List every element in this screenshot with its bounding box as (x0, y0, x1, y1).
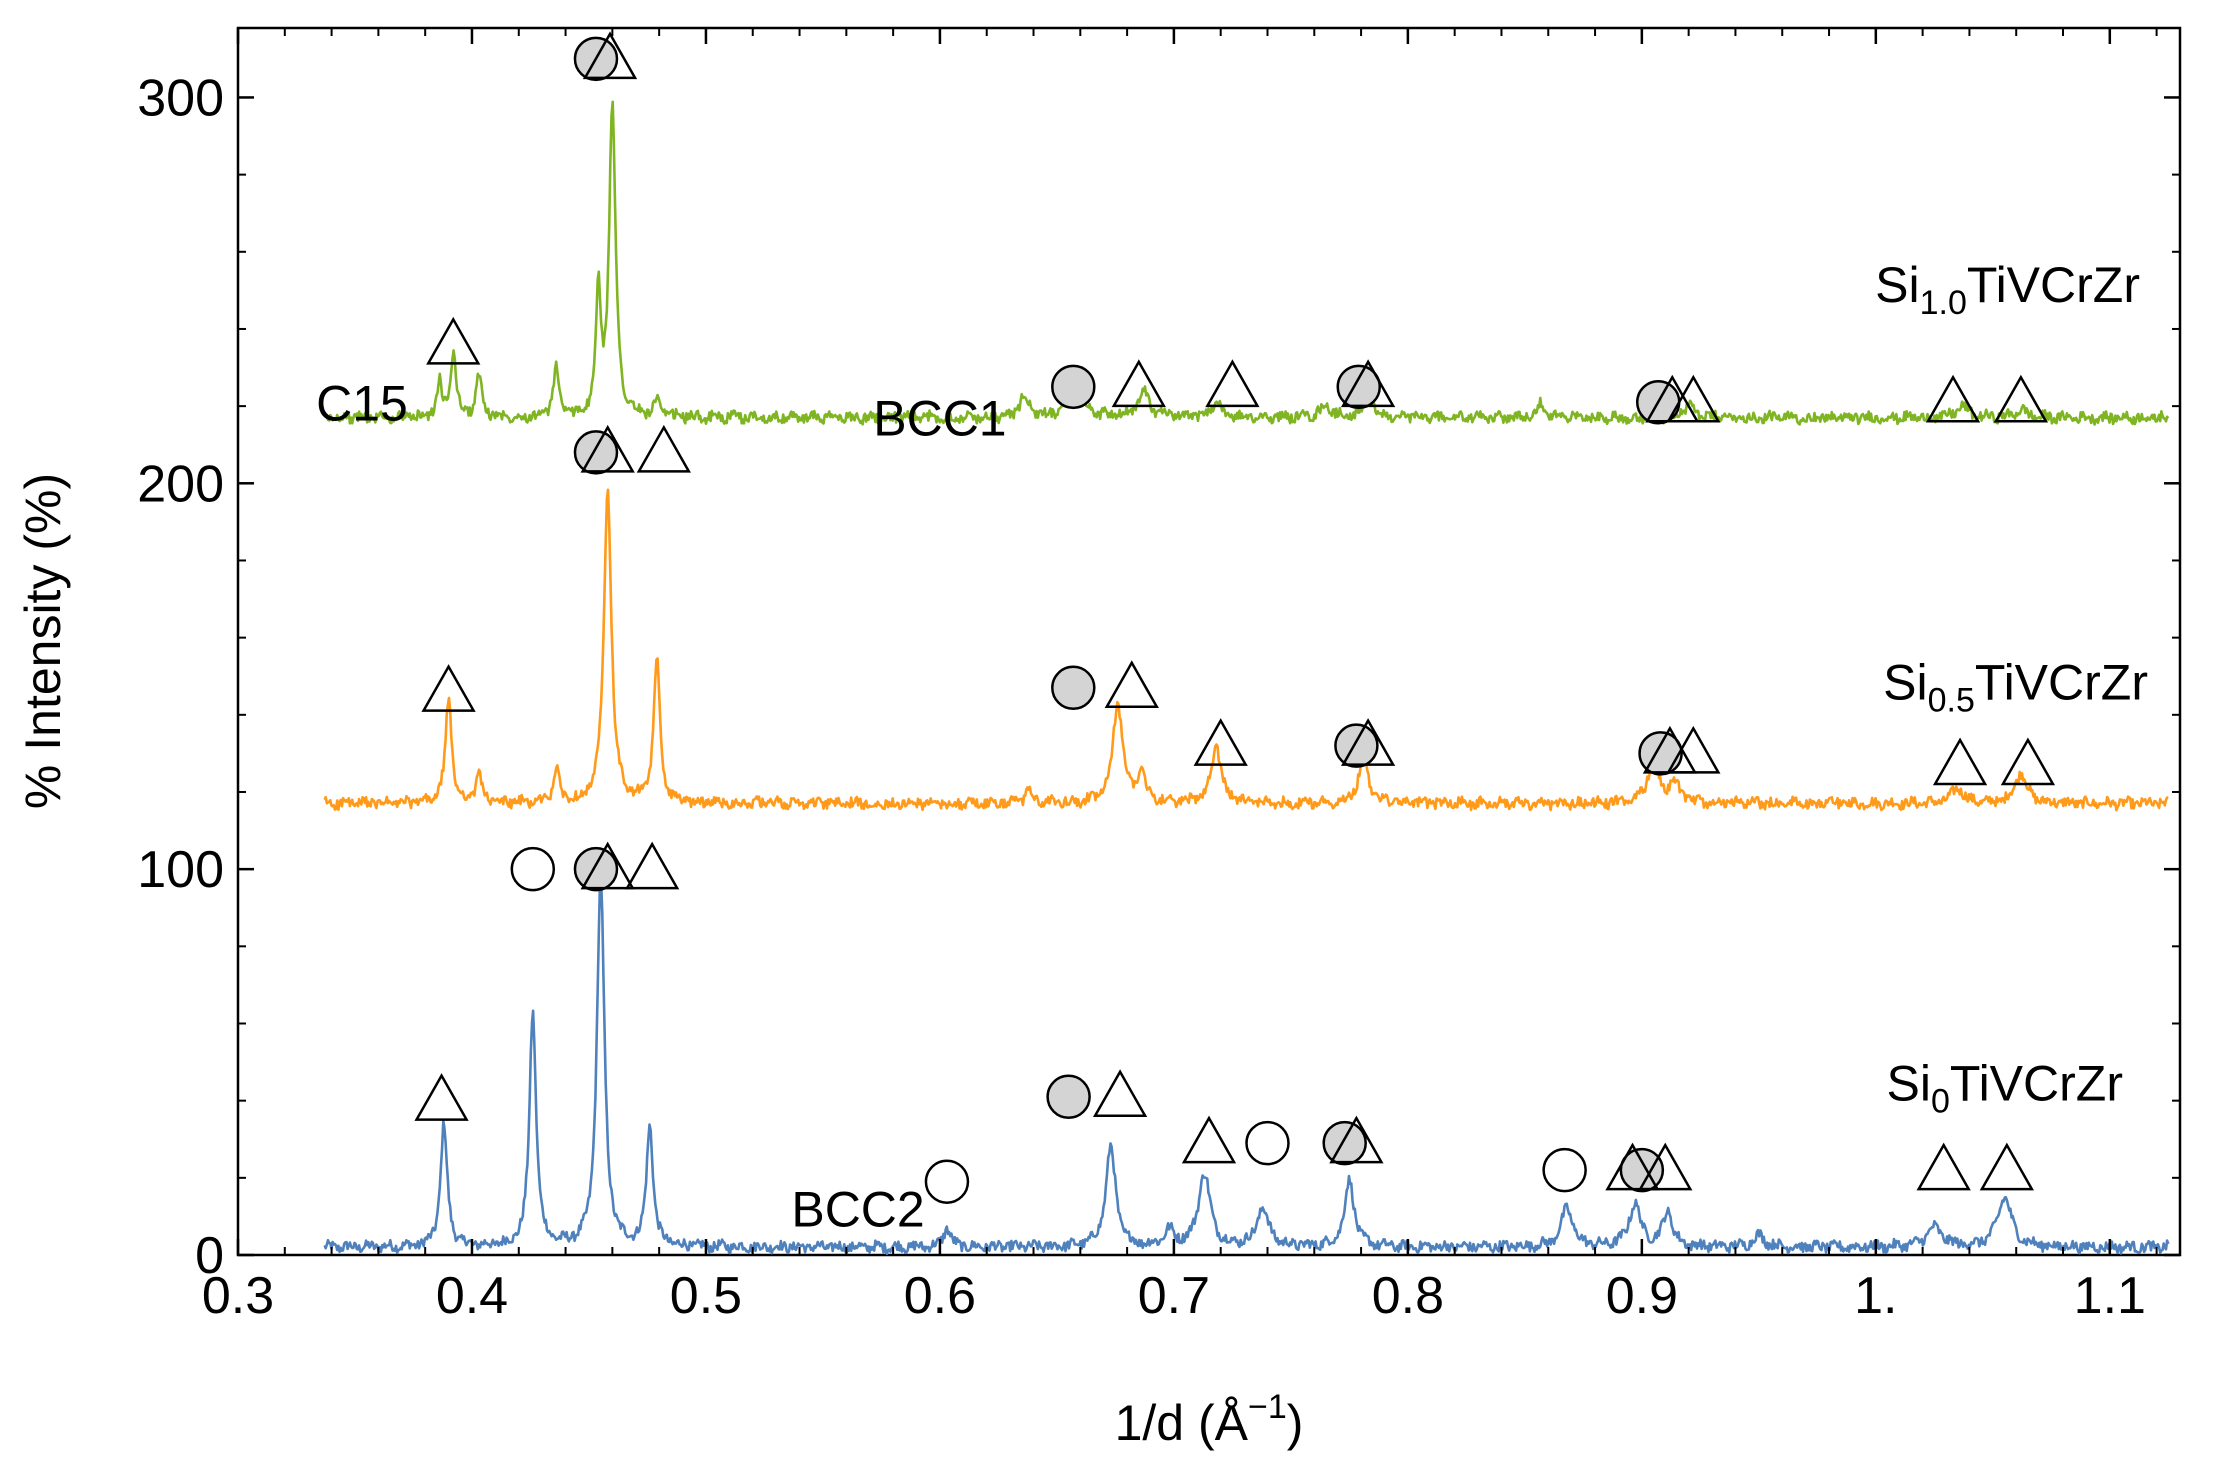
x-tick-label: 1. (1854, 1267, 1897, 1325)
series-label: Si1.0TiVCrZr (1875, 257, 2140, 322)
x-tick-label: 0.7 (1138, 1267, 1210, 1325)
triangle-marker (1666, 725, 1721, 774)
bcc1-circle-marker (573, 846, 619, 892)
triangle-marker (1104, 660, 1159, 709)
triangle-marker (1111, 359, 1166, 408)
y-axis-ticks: 0 100 200 300 (137, 69, 2180, 1285)
triangle-marker (1340, 718, 1396, 766)
y-tick-label: 0 (195, 1227, 224, 1285)
triangle-marker (580, 424, 635, 473)
phase-label: C15 (316, 375, 408, 431)
series-label: Si0.5TiVCrZr (1883, 654, 2148, 719)
phase-label: BCC2 (791, 1182, 924, 1238)
y-tick-label: 200 (137, 455, 224, 513)
series-line-2 (323, 100, 2170, 426)
triangle-marker (1993, 374, 2049, 423)
triangle-marker (1605, 1142, 1660, 1191)
triangle-marker (1181, 1115, 1237, 1164)
bcc1-circle-marker (1322, 1120, 1367, 1166)
y-tick-label: 100 (137, 841, 224, 899)
phase-label: BCC1 (873, 391, 1006, 447)
triangle-marker (636, 424, 691, 473)
triangle-marker (1205, 359, 1260, 408)
series-label: Si0TiVCrZr (1887, 1056, 2124, 1121)
y-axis-title: % Intensity (%) (15, 473, 71, 809)
bcc1-circle-marker (573, 430, 619, 475)
bcc2-circle-marker (1245, 1120, 1290, 1166)
triangle-marker (624, 841, 680, 890)
x-tick-label: 0.8 (1372, 1267, 1444, 1325)
bcc1-circle-marker (1051, 364, 1096, 410)
x-tick-label: 0.3 (202, 1267, 274, 1325)
triangle-marker (414, 1073, 469, 1121)
triangle-marker (1925, 374, 1981, 423)
y-tick-label: 300 (137, 69, 224, 127)
series-labels: Si0TiVCrZr Si0.5TiVCrZr Si1.0TiVCrZr (1875, 257, 2148, 1121)
triangle-marker (426, 316, 481, 365)
series-line-1 (323, 488, 2169, 812)
bcc2-circle-marker (924, 1159, 970, 1204)
triangle-marker (1979, 1142, 2035, 1191)
triangle-marker (582, 31, 638, 80)
triangle-marker (580, 841, 635, 890)
triangle-marker (1193, 718, 1248, 766)
x-tick-label: 0.4 (436, 1267, 508, 1325)
plot-frame (236, 26, 2182, 1257)
series-line-0 (323, 878, 2170, 1256)
triangle-marker (1666, 374, 1721, 423)
x-tick-label: 0.9 (1606, 1267, 1678, 1325)
x-tick-label: 0.6 (904, 1267, 976, 1325)
triangle-marker (2000, 737, 2056, 786)
x-tick-label: 0.5 (670, 1267, 742, 1325)
x-axis-title: 1/d (Å−1) (1115, 1388, 1304, 1451)
bcc1-circle-marker (1051, 665, 1096, 711)
bcc2-circle-marker (510, 846, 556, 892)
triangle-marker (1092, 1069, 1148, 1118)
triangle-marker (1638, 1142, 1693, 1191)
triangle-marker (421, 664, 476, 712)
bcc1-circle-marker (1334, 723, 1379, 768)
bcc2-circle-marker (1542, 1147, 1587, 1193)
series-layer (323, 100, 2170, 1256)
triangle-marker (1329, 1115, 1384, 1164)
phase-labels: C15 BCC1 BCC2 (316, 375, 1006, 1237)
bcc1-circle-marker (1046, 1074, 1091, 1120)
x-tick-label: 1.1 (2074, 1267, 2146, 1325)
phase-markers (414, 31, 2056, 1204)
triangle-marker (1916, 1142, 1971, 1191)
triangle-marker (1932, 737, 1988, 786)
triangle-marker (1340, 359, 1396, 408)
x-axis-ticks: 0.3 0.4 0.5 0.6 0.7 0.8 0.9 1. 1.1 (202, 28, 2158, 1325)
